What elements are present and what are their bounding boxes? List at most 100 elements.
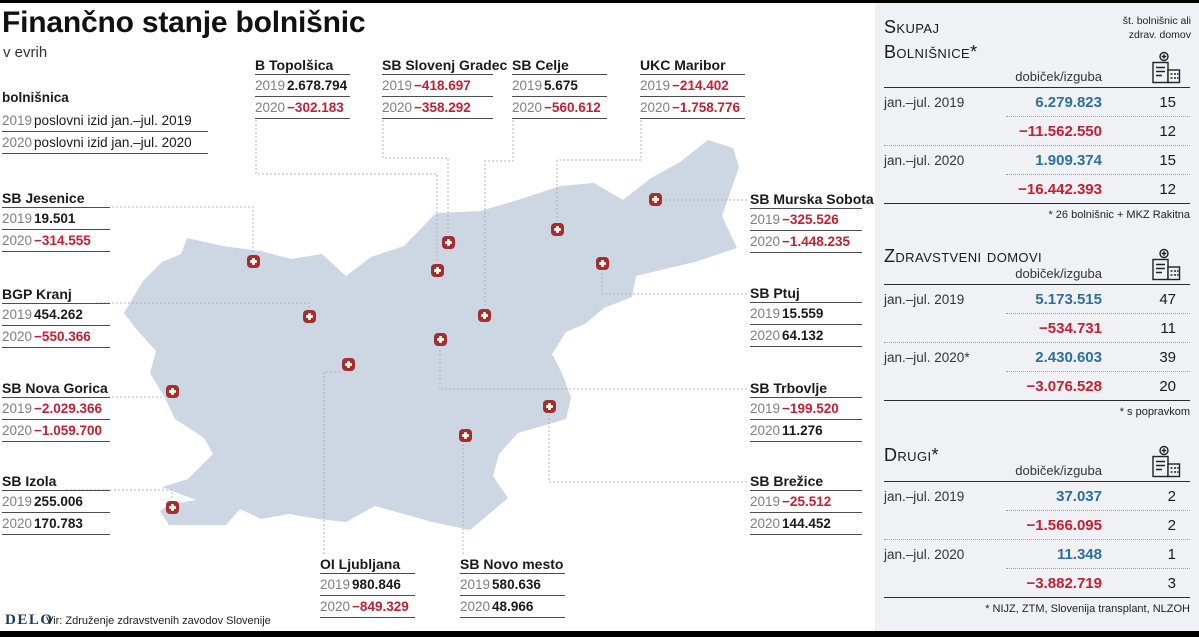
hospital-label-ptuj: SB Ptuj 2019 15.559 2020 64.132 bbox=[750, 285, 862, 347]
page-title: Finančno stanje bolnišnic bbox=[2, 6, 366, 39]
hospital-name: OI Ljubljana bbox=[320, 556, 415, 574]
hospital-name: BGP Kranj bbox=[2, 286, 110, 304]
hospital-marker-nova-gorica bbox=[166, 385, 179, 398]
hospital-2019-row: 2019 454.262 bbox=[2, 304, 110, 326]
hospital-2019-row: 2019 19.501 bbox=[2, 208, 110, 230]
hospital-name: SB Slovenj Gradec bbox=[382, 57, 508, 75]
hospital-name: SB Novo mesto bbox=[460, 556, 565, 574]
table-row: −1.566.095 2 bbox=[1026, 516, 1177, 534]
hospital-label-ljubljana: OI Ljubljana 2019 980.846 2020 −849.329 bbox=[320, 556, 415, 618]
summary-table: jan.–jul. 2019 6.279.823 15 −11.562.550 12 … bbox=[884, 87, 1190, 204]
hospital-2019-row: 2019 −214.402 bbox=[640, 75, 745, 97]
hospital-name: SB Celje bbox=[512, 57, 607, 75]
hospital-label-kranj: BGP Kranj 2019 454.262 2020 −550.366 bbox=[2, 286, 110, 348]
hospital-2020-row: 2020 −849.329 bbox=[320, 596, 415, 618]
footnote: * 26 bolnišnic + MKZ Rakitna bbox=[1048, 209, 1190, 221]
hospital-2020-row: 2020 −358.292 bbox=[382, 97, 493, 119]
summary-table: jan.–jul. 2019 37.037 2 −1.566.095 2 jan.–j… bbox=[884, 481, 1190, 598]
hospital-marker-celje bbox=[478, 309, 491, 322]
table-row: jan.–jul. 2019 6.279.823 15 bbox=[884, 93, 1176, 111]
hospital-icon bbox=[1152, 51, 1181, 84]
hospital-icon bbox=[1152, 445, 1181, 478]
table-row: jan.–jul. 2020* 2.430.603 39 bbox=[884, 348, 1176, 366]
hospital-2020-row: 2020 −314.555 bbox=[2, 230, 110, 252]
hospital-2020-row: 2020 64.132 bbox=[750, 325, 862, 347]
hospital-name: SB Izola bbox=[2, 473, 110, 491]
hospital-marker-topolsica bbox=[431, 264, 444, 277]
hospital-2019-row: 2019 −25.512 bbox=[750, 491, 862, 513]
hospital-2019-row: 2019 15.559 bbox=[750, 303, 862, 325]
hospital-name: SB Jesenice bbox=[2, 190, 110, 208]
hospital-label-slovenj-gradec: SB Slovenj Gradec 2019 −418.697 2020 −358.… bbox=[382, 57, 508, 119]
hospital-label-celje: SB Celje 2019 5.675 2020 −560.612 bbox=[512, 57, 607, 119]
hospital-marker-izola bbox=[166, 501, 179, 514]
section-title-2: Bolnišnice* bbox=[884, 42, 978, 62]
summary-panel: št. bolnišnic ali zdrav. domov Skupaj Bo… bbox=[875, 3, 1199, 631]
hospital-2019-row: 2019 −418.697 bbox=[382, 75, 493, 97]
hospital-marker-trbovlje bbox=[434, 333, 447, 346]
hospital-2019-row: 2019 2.678.794 bbox=[255, 75, 350, 97]
legend-row-2020: 2020 poslovni izid jan.–jul. 2020 bbox=[2, 132, 208, 154]
hospital-marker-slovenj-gradec bbox=[442, 236, 455, 249]
hospital-2020-row: 2020 11.276 bbox=[750, 420, 862, 442]
hospital-name: SB Nova Gorica bbox=[2, 380, 110, 398]
summary-table: jan.–jul. 2019 5.173.515 47 −534.731 11 jan… bbox=[884, 284, 1190, 401]
hospital-2020-row: 2020 −560.612 bbox=[512, 97, 607, 119]
hospital-label-murska-sobota: SB Murska Sobota 2019 −325.526 2020 −1.448… bbox=[750, 191, 874, 253]
hospital-2019-row: 2019 −325.526 bbox=[750, 209, 862, 231]
hospital-label-novo-mesto: SB Novo mesto 2019 580.636 2020 48.966 bbox=[460, 556, 565, 618]
hospital-name: SB Brežice bbox=[750, 473, 862, 491]
footnote: * NIJZ, ZTM, Slovenija transplant, NLZOH bbox=[985, 603, 1190, 615]
table-row: −534.731 11 bbox=[1039, 319, 1176, 337]
hospital-marker-kranj bbox=[303, 310, 316, 323]
section-bolnisnice: Skupaj Bolnišnice* dobiček/izguba jan.–j… bbox=[884, 15, 1190, 221]
value-column-label: dobiček/izguba bbox=[1015, 69, 1102, 84]
value-column-label: dobiček/izguba bbox=[1015, 266, 1102, 281]
hospital-marker-ljubljana bbox=[342, 358, 355, 371]
slovenia-map bbox=[124, 140, 739, 530]
footnote: * s popravkom bbox=[1119, 406, 1190, 418]
hospital-label-brezice: SB Brežice 2019 −25.512 2020 144.452 bbox=[750, 473, 862, 535]
hospital-2020-row: 2020 −1.059.700 bbox=[2, 420, 110, 442]
hospital-2019-row: 2019 980.846 bbox=[320, 574, 415, 596]
top-rule bbox=[0, 0, 1199, 3]
hospital-name: UKC Maribor bbox=[640, 57, 745, 75]
hospital-marker-novo-mesto bbox=[459, 429, 472, 442]
hospital-2019-row: 2019 580.636 bbox=[460, 574, 565, 596]
hospital-marker-maribor bbox=[551, 223, 564, 236]
value-column-label: dobiček/izguba bbox=[1015, 463, 1102, 478]
table-row: jan.–jul. 2020 11.348 1 bbox=[884, 545, 1176, 563]
hospital-name: SB Ptuj bbox=[750, 285, 862, 303]
hospital-2019-row: 2019 5.675 bbox=[512, 75, 607, 97]
hospital-2019-row: 2019 255.006 bbox=[2, 491, 110, 513]
section-drugi: Drugi* dobiček/izguba jan.–jul. 2019 37.0… bbox=[884, 443, 1190, 615]
hospital-label-izola: SB Izola 2019 255.006 2020 170.783 bbox=[2, 473, 110, 535]
hospital-2019-row: 2019 −2.029.366 bbox=[2, 398, 110, 420]
legend-row-2019: 2019 poslovni izid jan.–jul. 2019 bbox=[2, 110, 208, 132]
hospital-marker-ptuj bbox=[596, 257, 609, 270]
section-title: Skupaj bbox=[884, 17, 940, 37]
hospital-name: B Topolšica bbox=[255, 57, 350, 75]
hospital-label-jesenice: SB Jesenice 2019 19.501 2020 −314.555 bbox=[2, 190, 110, 252]
hospital-label-trbovlje: SB Trbovlje 2019 −199.520 2020 11.276 bbox=[750, 380, 862, 442]
legend: bolnišnica 2019 poslovni izid jan.–jul. 2… bbox=[2, 90, 208, 154]
table-row: −16.442.393 12 bbox=[1018, 180, 1176, 198]
hospital-2020-row: 2020 170.783 bbox=[2, 513, 110, 535]
section-title: Zdravstveni domovi bbox=[884, 246, 1043, 266]
hospital-2020-row: 2020 −302.183 bbox=[255, 97, 350, 119]
hospital-label-maribor: UKC Maribor 2019 −214.402 2020 −1.758.776 bbox=[640, 57, 745, 119]
legend-title: bolnišnica bbox=[2, 90, 69, 105]
table-row: jan.–jul. 2019 5.173.515 47 bbox=[884, 290, 1176, 308]
table-row: −11.562.550 12 bbox=[1018, 122, 1176, 140]
hospital-marker-murska-sobota bbox=[649, 193, 662, 206]
hospital-2020-row: 2020 −1.758.776 bbox=[640, 97, 745, 119]
delo-logo: DELO bbox=[5, 612, 54, 628]
hospital-2020-row: 2020 144.452 bbox=[750, 513, 862, 535]
count-column-note: št. bolnišnic ali zdrav. domov bbox=[1122, 15, 1191, 41]
table-row: jan.–jul. 2019 37.037 2 bbox=[884, 487, 1176, 505]
section-zdravstveni-domovi: Zdravstveni domovi dobiček/izguba jan.–j… bbox=[884, 244, 1190, 418]
table-row: −3.076.528 20 bbox=[1026, 377, 1177, 395]
hospital-marker-jesenice bbox=[247, 255, 260, 268]
source-attribution: Vir: Združenje zdravstvenih zavodov Slov… bbox=[46, 615, 271, 627]
bottom-rule bbox=[0, 631, 1199, 637]
